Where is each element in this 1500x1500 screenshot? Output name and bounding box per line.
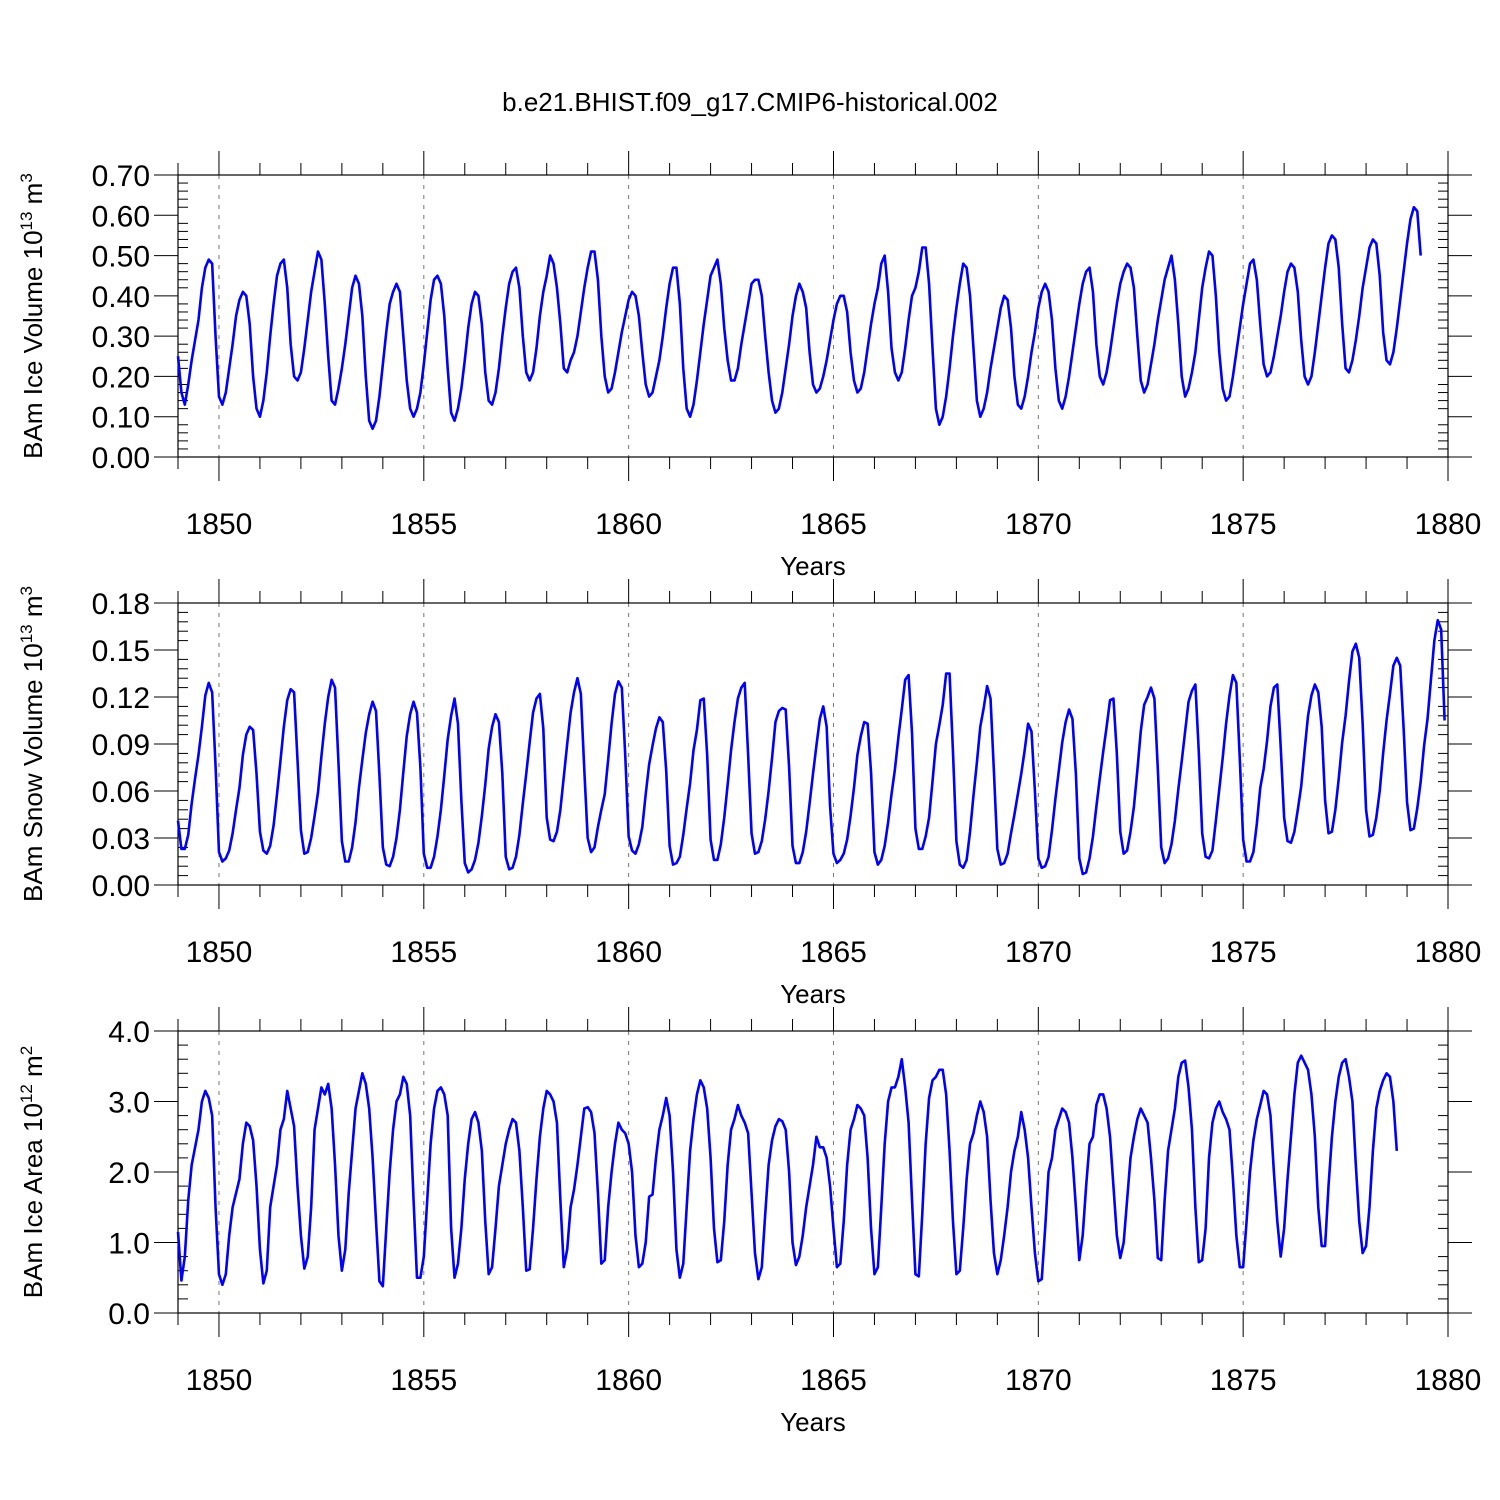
- snow-volume-ytick-label: 0.09: [92, 729, 150, 762]
- ice-volume-ytick-label: 0.00: [92, 442, 150, 475]
- panel-ice-volume: 0.00 0.10 0.20 0.30 0.40 0.50 0.60 0.70 1850 1855…: [17, 151, 1481, 581]
- snow-volume-ytick-label: 0.12: [92, 682, 150, 715]
- ice-volume-ytick-label: 0.60: [92, 200, 150, 233]
- panel-ice-area: 0.0 1.0 2.0 3.0 4.0 1850 1855 1860 1865 1870 1875 1…: [17, 1007, 1481, 1437]
- snow-volume-xtick-label: 1855: [390, 936, 457, 969]
- snow-volume-xtick-label: 1870: [1005, 936, 1072, 969]
- panel-snow-volume: 0.00 0.03 0.06 0.09 0.12 0.15 0.18 1850 1855 1860…: [17, 579, 1481, 1009]
- ice-area-ylabel-base: BAm Ice Area 10: [18, 1103, 48, 1298]
- ice-area-ytick-label: 2.0: [108, 1157, 150, 1190]
- snow-volume-ylabel: BAm Snow Volume 1013 m3: [17, 586, 48, 902]
- ice-volume-plot-frame: [177, 174, 1449, 458]
- ice-volume-ytick-label: 0.20: [92, 361, 150, 394]
- ice-area-xlabel: Years: [780, 1407, 846, 1437]
- ice-volume-xtick-label: 1880: [1415, 508, 1482, 541]
- ice-area-xtick-label: 1850: [186, 1364, 253, 1397]
- snow-volume-ytick-label: 0.15: [92, 635, 150, 668]
- ice-area-ylabel-exp1: 12: [17, 1084, 36, 1103]
- ice-area-ytick-label: 1.0: [108, 1228, 150, 1261]
- snow-volume-ylabel-exp2: 3: [17, 586, 36, 595]
- ice-volume-ylabel-base: BAm Ice Volume 10: [18, 230, 48, 458]
- ice-area-ylabel-mid: m: [18, 1055, 48, 1084]
- snow-volume-xtick-label: 1865: [800, 936, 867, 969]
- snow-volume-xlabel: Years: [780, 979, 846, 1009]
- snow-volume-ylabel-exp1: 13: [17, 624, 36, 643]
- ice-volume-ylabel: BAm Ice Volume 1013 m3: [17, 173, 48, 459]
- ice-area-xtick-label: 1865: [800, 1364, 867, 1397]
- snow-volume-xtick-label: 1860: [595, 936, 662, 969]
- ice-area-ytick-label: 3.0: [108, 1087, 150, 1120]
- ice-area-xtick-label: 1870: [1005, 1364, 1072, 1397]
- ice-area-xtick-label: 1855: [390, 1364, 457, 1397]
- ice-area-xtick-label: 1875: [1210, 1364, 1277, 1397]
- snow-volume-ytick-label: 0.00: [92, 870, 150, 903]
- ice-volume-ylabel-mid: m: [18, 183, 48, 212]
- ice-volume-xtick-label: 1865: [800, 508, 867, 541]
- snow-volume-ytick-label: 0.03: [92, 823, 150, 856]
- ice-volume-ytick-label: 0.50: [92, 241, 150, 274]
- ice-volume-xlabel: Years: [780, 551, 846, 581]
- snow-volume-ylabel-mid: m: [18, 595, 48, 624]
- ice-volume-xtick-label: 1860: [595, 508, 662, 541]
- ice-volume-xtick-label: 1855: [390, 508, 457, 541]
- snow-volume-plot-frame: [177, 602, 1449, 886]
- snow-volume-ylabel-base: BAm Snow Volume 10: [18, 643, 48, 902]
- snow-volume-xtick-label: 1880: [1415, 936, 1482, 969]
- snow-volume-xtick-label: 1850: [186, 936, 253, 969]
- ice-volume-ytick-label: 0.70: [92, 160, 150, 193]
- ice-volume-series-line: [176, 205, 1422, 431]
- ice-area-series-line: [176, 1054, 1399, 1288]
- ice-area-plot-frame: [177, 1030, 1449, 1314]
- ice-volume-xtick-label: 1870: [1005, 508, 1072, 541]
- snow-volume-ytick-label: 0.18: [92, 588, 150, 621]
- ice-volume-ylabel-exp2: 3: [17, 173, 36, 182]
- snow-volume-xtick-label: 1875: [1210, 936, 1277, 969]
- ice-volume-ytick-label: 0.30: [92, 321, 150, 354]
- ice-volume-xtick-label: 1875: [1210, 508, 1277, 541]
- ice-volume-xtick-label: 1850: [186, 508, 253, 541]
- ice-area-xtick-label: 1880: [1415, 1364, 1482, 1397]
- ice-area-xtick-label: 1860: [595, 1364, 662, 1397]
- ice-volume-ylabel-exp1: 13: [17, 212, 36, 231]
- ice-area-ytick-label: 4.0: [108, 1016, 150, 1049]
- snow-volume-ytick-label: 0.06: [92, 776, 150, 809]
- ice-volume-ytick-label: 0.10: [92, 402, 150, 435]
- ice-area-ytick-label: 0.0: [108, 1298, 150, 1331]
- ice-area-ylabel-exp2: 2: [17, 1046, 36, 1055]
- ice-volume-ytick-label: 0.40: [92, 281, 150, 314]
- figure-title: b.e21.BHIST.f09_g17.CMIP6-historical.002: [502, 87, 998, 117]
- snow-volume-series-line: [176, 618, 1446, 876]
- ice-area-ylabel: BAm Ice Area 1012 m2: [17, 1046, 48, 1298]
